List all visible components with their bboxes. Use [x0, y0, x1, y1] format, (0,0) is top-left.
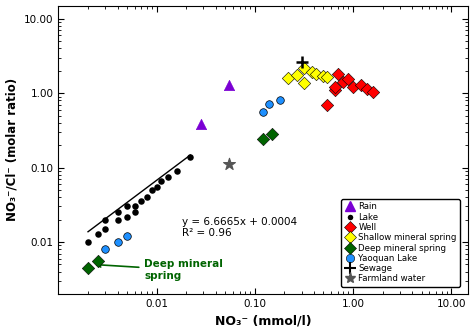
Point	[84, 265, 92, 270]
Point	[349, 85, 357, 90]
Point	[319, 73, 327, 79]
Point	[226, 162, 233, 167]
Point	[131, 210, 139, 215]
Point	[324, 102, 331, 107]
Point	[94, 231, 101, 236]
Point	[186, 154, 194, 159]
Point	[153, 184, 160, 189]
Point	[84, 239, 92, 245]
Point	[114, 239, 121, 245]
Point	[101, 246, 109, 252]
Point	[197, 122, 204, 127]
Point	[265, 101, 273, 106]
Point	[157, 179, 164, 184]
Point	[259, 137, 266, 142]
X-axis label: NO₃⁻ (mmol/l): NO₃⁻ (mmol/l)	[215, 314, 312, 327]
Point	[114, 210, 121, 215]
Point	[276, 98, 283, 103]
Point	[285, 75, 292, 81]
Point	[226, 82, 233, 87]
Point	[101, 226, 109, 231]
Point	[114, 217, 121, 222]
Point	[331, 85, 338, 90]
Text: Deep mineral
spring: Deep mineral spring	[97, 259, 223, 281]
Point	[173, 168, 181, 173]
Point	[123, 204, 131, 209]
Point	[298, 60, 305, 65]
Point	[268, 132, 276, 137]
Point	[123, 233, 131, 239]
Point	[312, 72, 320, 77]
Point	[293, 72, 301, 78]
Y-axis label: NO₃⁻/Cl⁻ (molar ratio): NO₃⁻/Cl⁻ (molar ratio)	[6, 78, 18, 221]
Text: y = 6.6665x + 0.0004
R² = 0.96: y = 6.6665x + 0.0004 R² = 0.96	[182, 216, 297, 238]
Point	[143, 194, 151, 200]
Point	[148, 187, 156, 192]
Point	[301, 65, 308, 70]
Point	[259, 110, 266, 115]
Point	[94, 259, 101, 264]
Point	[345, 76, 352, 82]
Point	[334, 72, 342, 77]
Point	[369, 89, 377, 94]
Point	[340, 80, 347, 85]
Point	[301, 81, 308, 86]
Point	[331, 87, 338, 93]
Point	[137, 199, 145, 204]
Point	[308, 70, 316, 75]
Legend: Rain, Lake, Well, Shallow mineral spring, Deep mineral spring, Yaoquan Lake, Sew: Rain, Lake, Well, Shallow mineral spring…	[341, 199, 460, 287]
Point	[364, 86, 371, 91]
Point	[101, 217, 109, 222]
Point	[131, 204, 139, 209]
Point	[357, 82, 365, 87]
Point	[123, 214, 131, 219]
Point	[164, 174, 172, 179]
Point	[324, 74, 331, 80]
